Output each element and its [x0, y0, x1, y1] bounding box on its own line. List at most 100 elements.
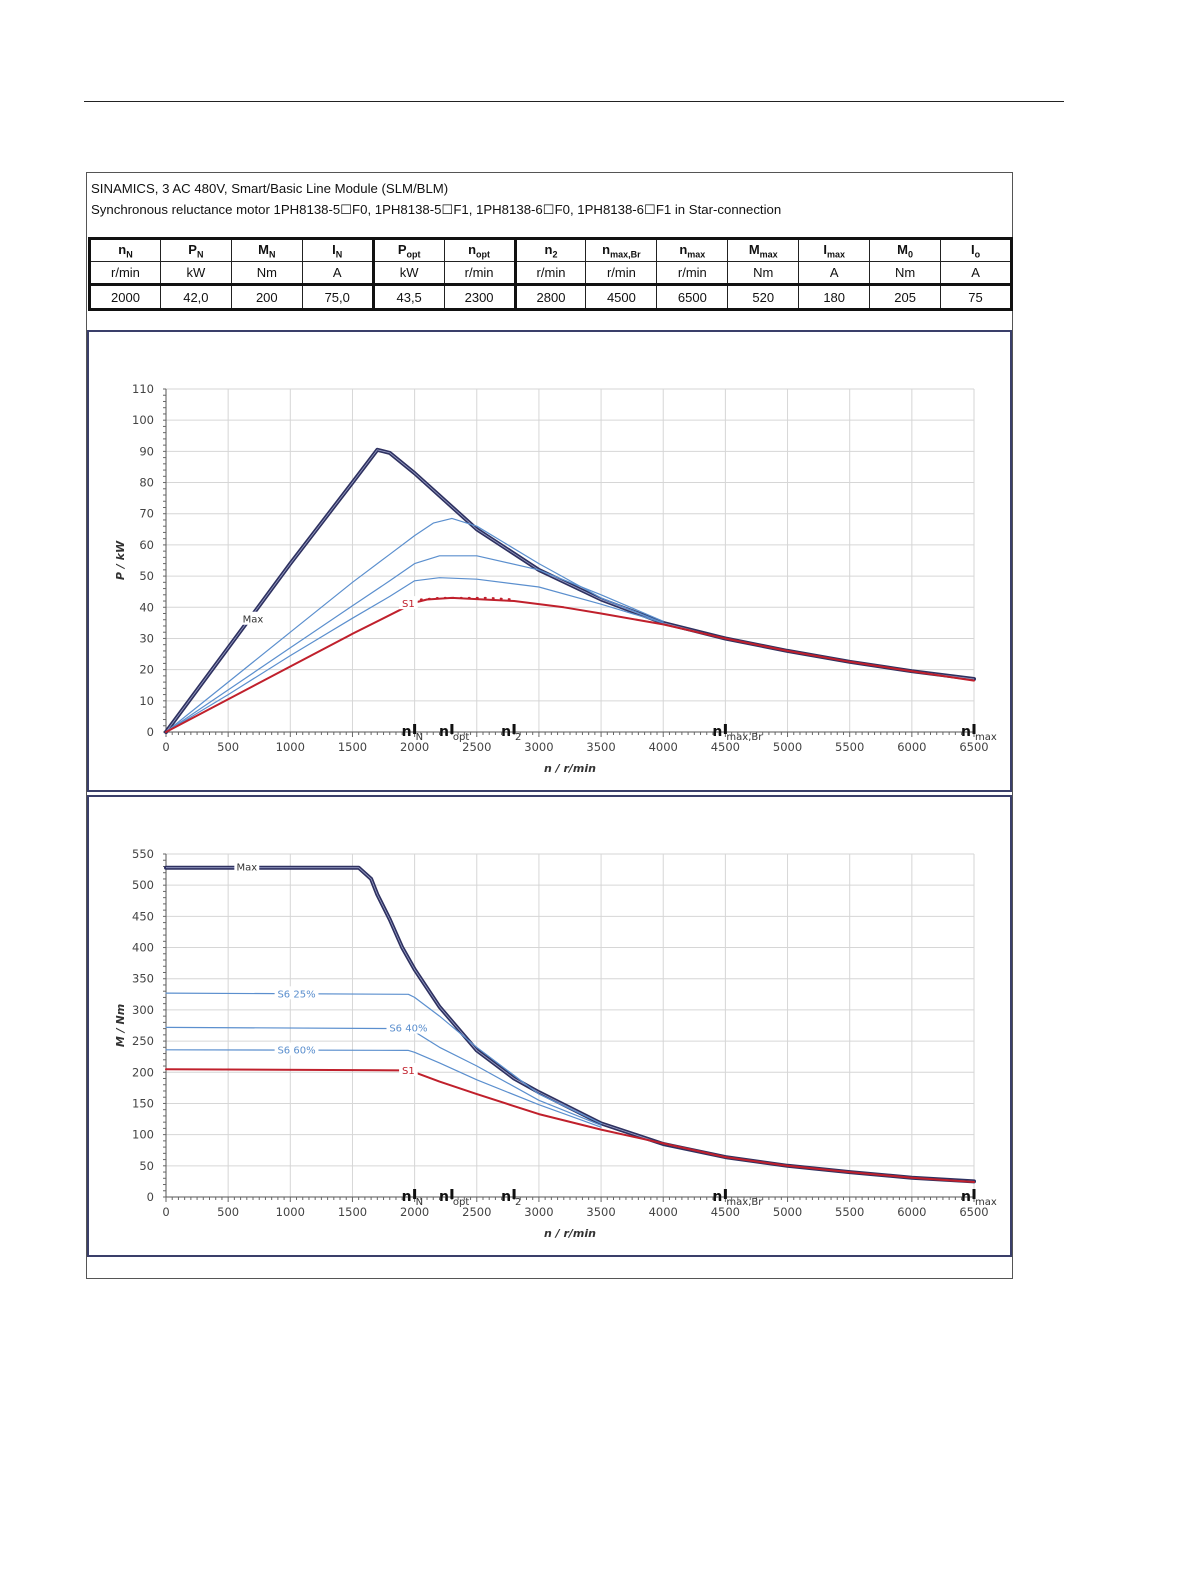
y-tick-label: 400	[132, 941, 154, 955]
param-symbol: n	[118, 241, 127, 257]
x-tick-label: 6500	[959, 1205, 988, 1219]
param-name-cell: nmax,Br	[585, 237, 658, 262]
x-tick-label: 4000	[649, 740, 678, 754]
datasheet-frame: SINAMICS, 3 AC 480V, Smart/Basic Line Mo…	[86, 172, 1013, 1279]
param-symbol: P	[188, 241, 197, 257]
param-name-cell: M0	[869, 237, 942, 262]
speed-marker-subscript: N	[416, 1197, 423, 1208]
param-name-cell: Io	[940, 237, 1013, 262]
y-tick-label: 60	[139, 538, 154, 552]
y-tick-label: 250	[132, 1034, 154, 1048]
y-tick-label: 40	[139, 600, 154, 614]
x-tick-label: 500	[217, 1205, 239, 1219]
y-tick-label: 300	[132, 1003, 154, 1017]
param-subscript: max,Br	[610, 249, 641, 260]
param-name-cell: MN	[230, 237, 303, 262]
x-tick-label: 0	[162, 1205, 169, 1219]
x-tick-label: 1000	[276, 1205, 305, 1219]
x-tick-label: 2000	[400, 1205, 429, 1219]
param-value-cell: 520	[727, 283, 800, 311]
x-tick-label: 5500	[835, 1205, 864, 1219]
param-unit-cell: A	[940, 261, 1013, 285]
param-unit-cell: Nm	[230, 261, 303, 285]
series-s6-line	[165, 1026, 602, 1126]
speed-marker-label: n	[501, 724, 511, 740]
series-s6-line	[165, 517, 664, 733]
series-s6-line	[165, 577, 664, 733]
speed-marker-label: n	[961, 1189, 971, 1205]
param-unit-cell: A	[798, 261, 871, 285]
speed-marker-label: n	[712, 1189, 722, 1205]
y-tick-label: 0	[147, 1190, 154, 1204]
param-unit-cell: Nm	[869, 261, 942, 285]
param-symbol: M	[258, 241, 269, 257]
x-tick-label: 3000	[524, 1205, 553, 1219]
param-unit-cell: kW	[371, 261, 445, 285]
x-tick-label: 4500	[711, 1205, 740, 1219]
top-rule	[84, 101, 1064, 102]
param-subscript: 0	[908, 249, 914, 260]
param-subscript: max	[759, 249, 778, 260]
series-label: Max	[243, 615, 264, 626]
series-label: S6 60%	[277, 1045, 315, 1056]
x-axis-label: n / r/min	[544, 1227, 596, 1240]
series-label: S1	[402, 599, 415, 610]
x-tick-label: 5000	[773, 740, 802, 754]
series-s1-line	[165, 596, 975, 733]
y-tick-label: 30	[139, 631, 154, 645]
speed-marker-label: n	[402, 1189, 412, 1205]
torque-chart-panel: 0 500 1000 1500 2000 2500 3000 3500 4000 4500 5000…	[87, 795, 1012, 1257]
speed-marker-label: n	[501, 1189, 511, 1205]
param-value-cell: 2300	[443, 283, 516, 311]
y-axis-label: M / Nm	[114, 1004, 127, 1047]
y-tick-label: 90	[139, 444, 154, 458]
speed-marker-label: n	[712, 724, 722, 740]
param-subscript: N	[126, 249, 133, 260]
param-subscript: max	[826, 249, 845, 260]
param-unit-cell: r/min	[656, 261, 729, 285]
y-tick-label: 50	[139, 569, 154, 583]
x-tick-label: 6000	[897, 1205, 926, 1219]
param-symbol: n	[544, 241, 553, 257]
x-tick-label: 1500	[338, 740, 367, 754]
series-s1-line	[165, 1068, 975, 1183]
param-value-cell: 2000	[88, 283, 161, 311]
x-tick-label: 6500	[959, 740, 988, 754]
torque-chart: 0 500 1000 1500 2000 2500 3000 3500 4000 4500 5000…	[114, 847, 997, 1240]
series-label-backdrop	[274, 986, 319, 1000]
param-value-cell: 43,5	[371, 283, 445, 311]
param-subscript: opt	[476, 249, 491, 260]
series-label-backdrop	[274, 1042, 319, 1056]
param-unit-cell: r/min	[513, 261, 587, 285]
speed-marker-label: n	[402, 724, 412, 740]
param-value-cell: 180	[798, 283, 871, 311]
series-label: S6 25%	[277, 989, 315, 1000]
param-symbol: M	[748, 241, 760, 257]
series-label: S6 40%	[389, 1024, 427, 1035]
series-max-highlight	[165, 449, 975, 733]
param-name-cell: Imax	[798, 237, 871, 262]
param-symbol: P	[397, 241, 407, 257]
sheet-header: SINAMICS, 3 AC 480V, Smart/Basic Line Mo…	[91, 178, 781, 220]
param-value-cell: 4500	[585, 283, 658, 311]
parameter-table: nN PN MN IN Popt nopt n2 nmax,Br nmax Mmax Imax M0 I…	[88, 237, 1013, 311]
x-tick-label: 3000	[524, 740, 553, 754]
param-value-cell: 6500	[656, 283, 729, 311]
param-name-cell: Popt	[371, 237, 445, 262]
speed-marker-subscript: max	[975, 732, 997, 743]
y-tick-label: 20	[139, 663, 154, 677]
x-tick-label: 4500	[711, 740, 740, 754]
param-name-cell: IN	[301, 237, 374, 262]
param-subscript: N	[335, 249, 343, 260]
y-tick-label: 80	[139, 476, 154, 490]
param-unit-cell: r/min	[88, 261, 161, 285]
param-symbol: n	[679, 241, 688, 257]
speed-marker-label: n	[961, 724, 971, 740]
y-tick-label: 50	[139, 1159, 154, 1173]
x-tick-label: 1000	[276, 740, 305, 754]
x-tick-label: 0	[162, 740, 169, 754]
x-tick-label: 2500	[462, 740, 491, 754]
x-axis-label: n / r/min	[544, 762, 596, 775]
y-tick-label: 500	[132, 878, 154, 892]
x-tick-label: 3500	[586, 1205, 615, 1219]
